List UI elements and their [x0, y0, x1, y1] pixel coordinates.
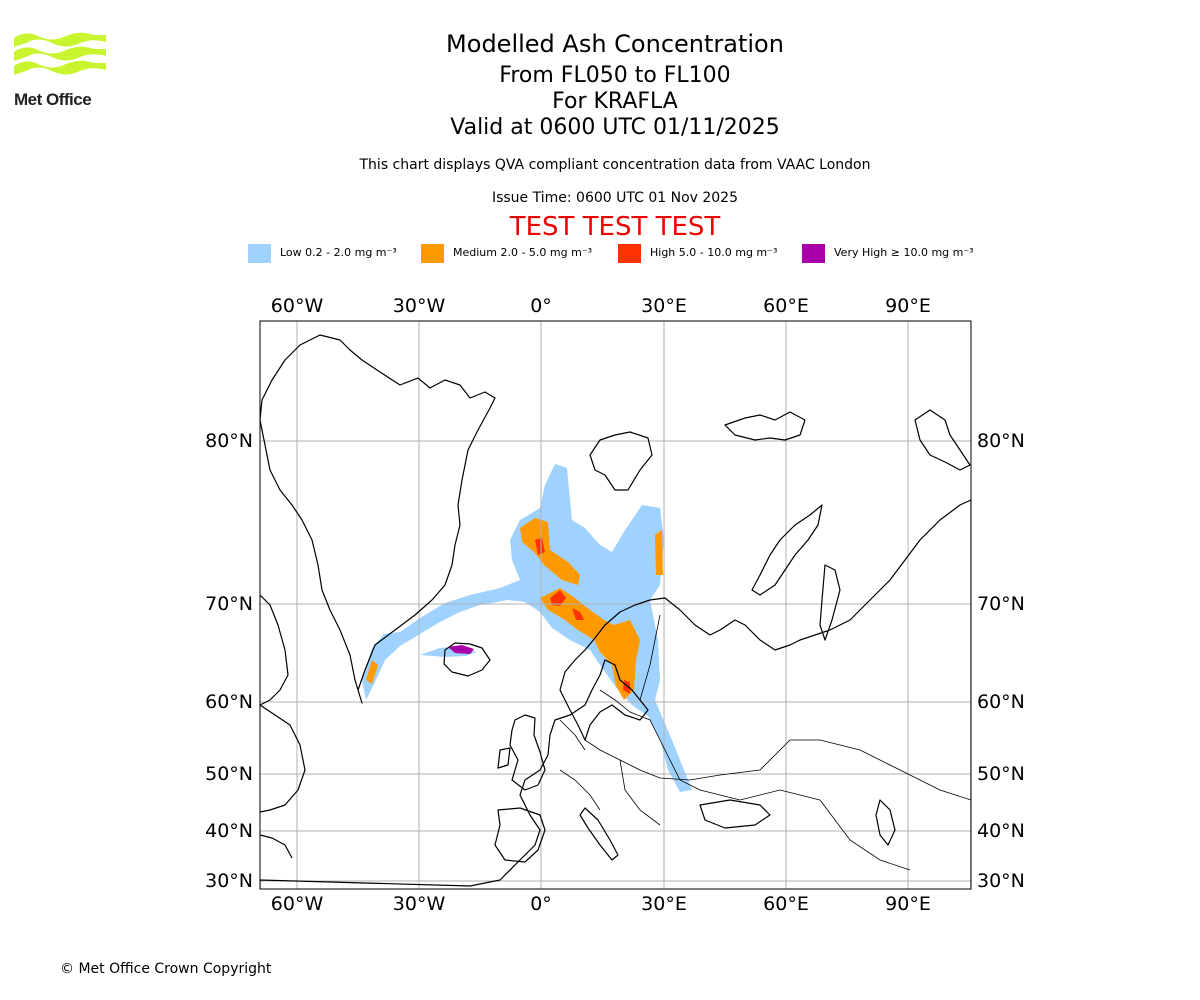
- coastlines: [260, 334, 971, 889]
- wave-logo-icon: [14, 32, 106, 75]
- lon-labels-top: 60°W 30°W 0° 30°E 60°E 90°E: [271, 295, 931, 317]
- lon-label-top: 0°: [530, 295, 552, 317]
- lat-label-left: 50°N: [205, 763, 253, 785]
- lon-label-top: 30°W: [393, 295, 446, 317]
- copyright: © Met Office Crown Copyright: [60, 961, 272, 977]
- lat-label-right: 70°N: [977, 593, 1025, 615]
- lon-labels-bottom: 60°W 30°W 0° 30°E 60°E 90°E: [271, 893, 931, 915]
- lat-label-left: 60°N: [205, 691, 253, 713]
- valid-time: Valid at 0600 UTC 01/11/2025: [450, 115, 780, 140]
- legend-label-high: High 5.0 - 10.0 mg m⁻³: [650, 246, 778, 259]
- lon-label-bottom: 0°: [530, 893, 552, 915]
- issue-time: Issue Time: 0600 UTC 01 Nov 2025: [491, 190, 739, 206]
- lon-label-top: 60°E: [763, 295, 809, 317]
- country-borders: [559, 614, 971, 871]
- legend-label-low: Low 0.2 - 2.0 mg m⁻³: [280, 246, 397, 259]
- lat-label-left: 70°N: [205, 593, 253, 615]
- uk-coast: [509, 714, 546, 791]
- chart-title: Modelled Ash Concentration: [446, 30, 784, 58]
- legend-label-medium: Medium 2.0 - 5.0 mg m⁻³: [453, 246, 593, 259]
- volcano-name: For KRAFLA: [552, 89, 678, 114]
- ash-very-high-area: [448, 645, 474, 654]
- lon-label-bottom: 60°W: [271, 893, 324, 915]
- legend-swatch-high: [618, 244, 641, 263]
- qva-note: This chart displays QVA compliant concen…: [359, 157, 871, 173]
- graticule: [260, 321, 971, 889]
- scandinavia-coast: [260, 499, 971, 889]
- lat-labels-left: 80°N 70°N 60°N 50°N 40°N 30°N: [205, 430, 253, 892]
- lon-label-bottom: 90°E: [885, 893, 931, 915]
- legend-label-very-high: Very High ≥ 10.0 mg m⁻³: [834, 246, 974, 259]
- lat-label-right: 40°N: [977, 820, 1025, 842]
- met-office-logo: Met Office: [14, 30, 114, 112]
- legend-swatch-medium: [421, 244, 444, 263]
- svalbard-coast: [589, 431, 653, 491]
- lon-label-top: 30°E: [641, 295, 687, 317]
- lat-label-right: 30°N: [977, 870, 1025, 892]
- lon-label-top: 90°E: [885, 295, 931, 317]
- ash-high-area: [535, 538, 630, 694]
- lat-label-right: 60°N: [977, 691, 1025, 713]
- flight-levels: From FL050 to FL100: [499, 63, 731, 88]
- ash-medium-area: [366, 518, 663, 700]
- greenland-coast: [260, 334, 496, 704]
- map-frame: [259, 320, 972, 890]
- legend-swatch-very-high: [802, 244, 825, 263]
- lat-label-left: 80°N: [205, 430, 253, 452]
- logo-text: Met Office: [14, 90, 92, 109]
- iceland-coast: [443, 642, 491, 677]
- lat-labels-right: 80°N 70°N 60°N 50°N 40°N 30°N: [977, 430, 1025, 892]
- lat-label-right: 50°N: [977, 763, 1025, 785]
- lon-label-bottom: 30°E: [641, 893, 687, 915]
- lat-label-left: 30°N: [205, 870, 253, 892]
- lon-label-bottom: 60°E: [763, 893, 809, 915]
- test-banner: TEST TEST TEST: [509, 212, 721, 242]
- lon-label-bottom: 30°W: [393, 893, 446, 915]
- lon-label-top: 60°W: [271, 295, 324, 317]
- legend-swatch-low: [248, 244, 271, 263]
- lat-label-left: 40°N: [205, 820, 253, 842]
- lat-label-right: 80°N: [977, 430, 1025, 452]
